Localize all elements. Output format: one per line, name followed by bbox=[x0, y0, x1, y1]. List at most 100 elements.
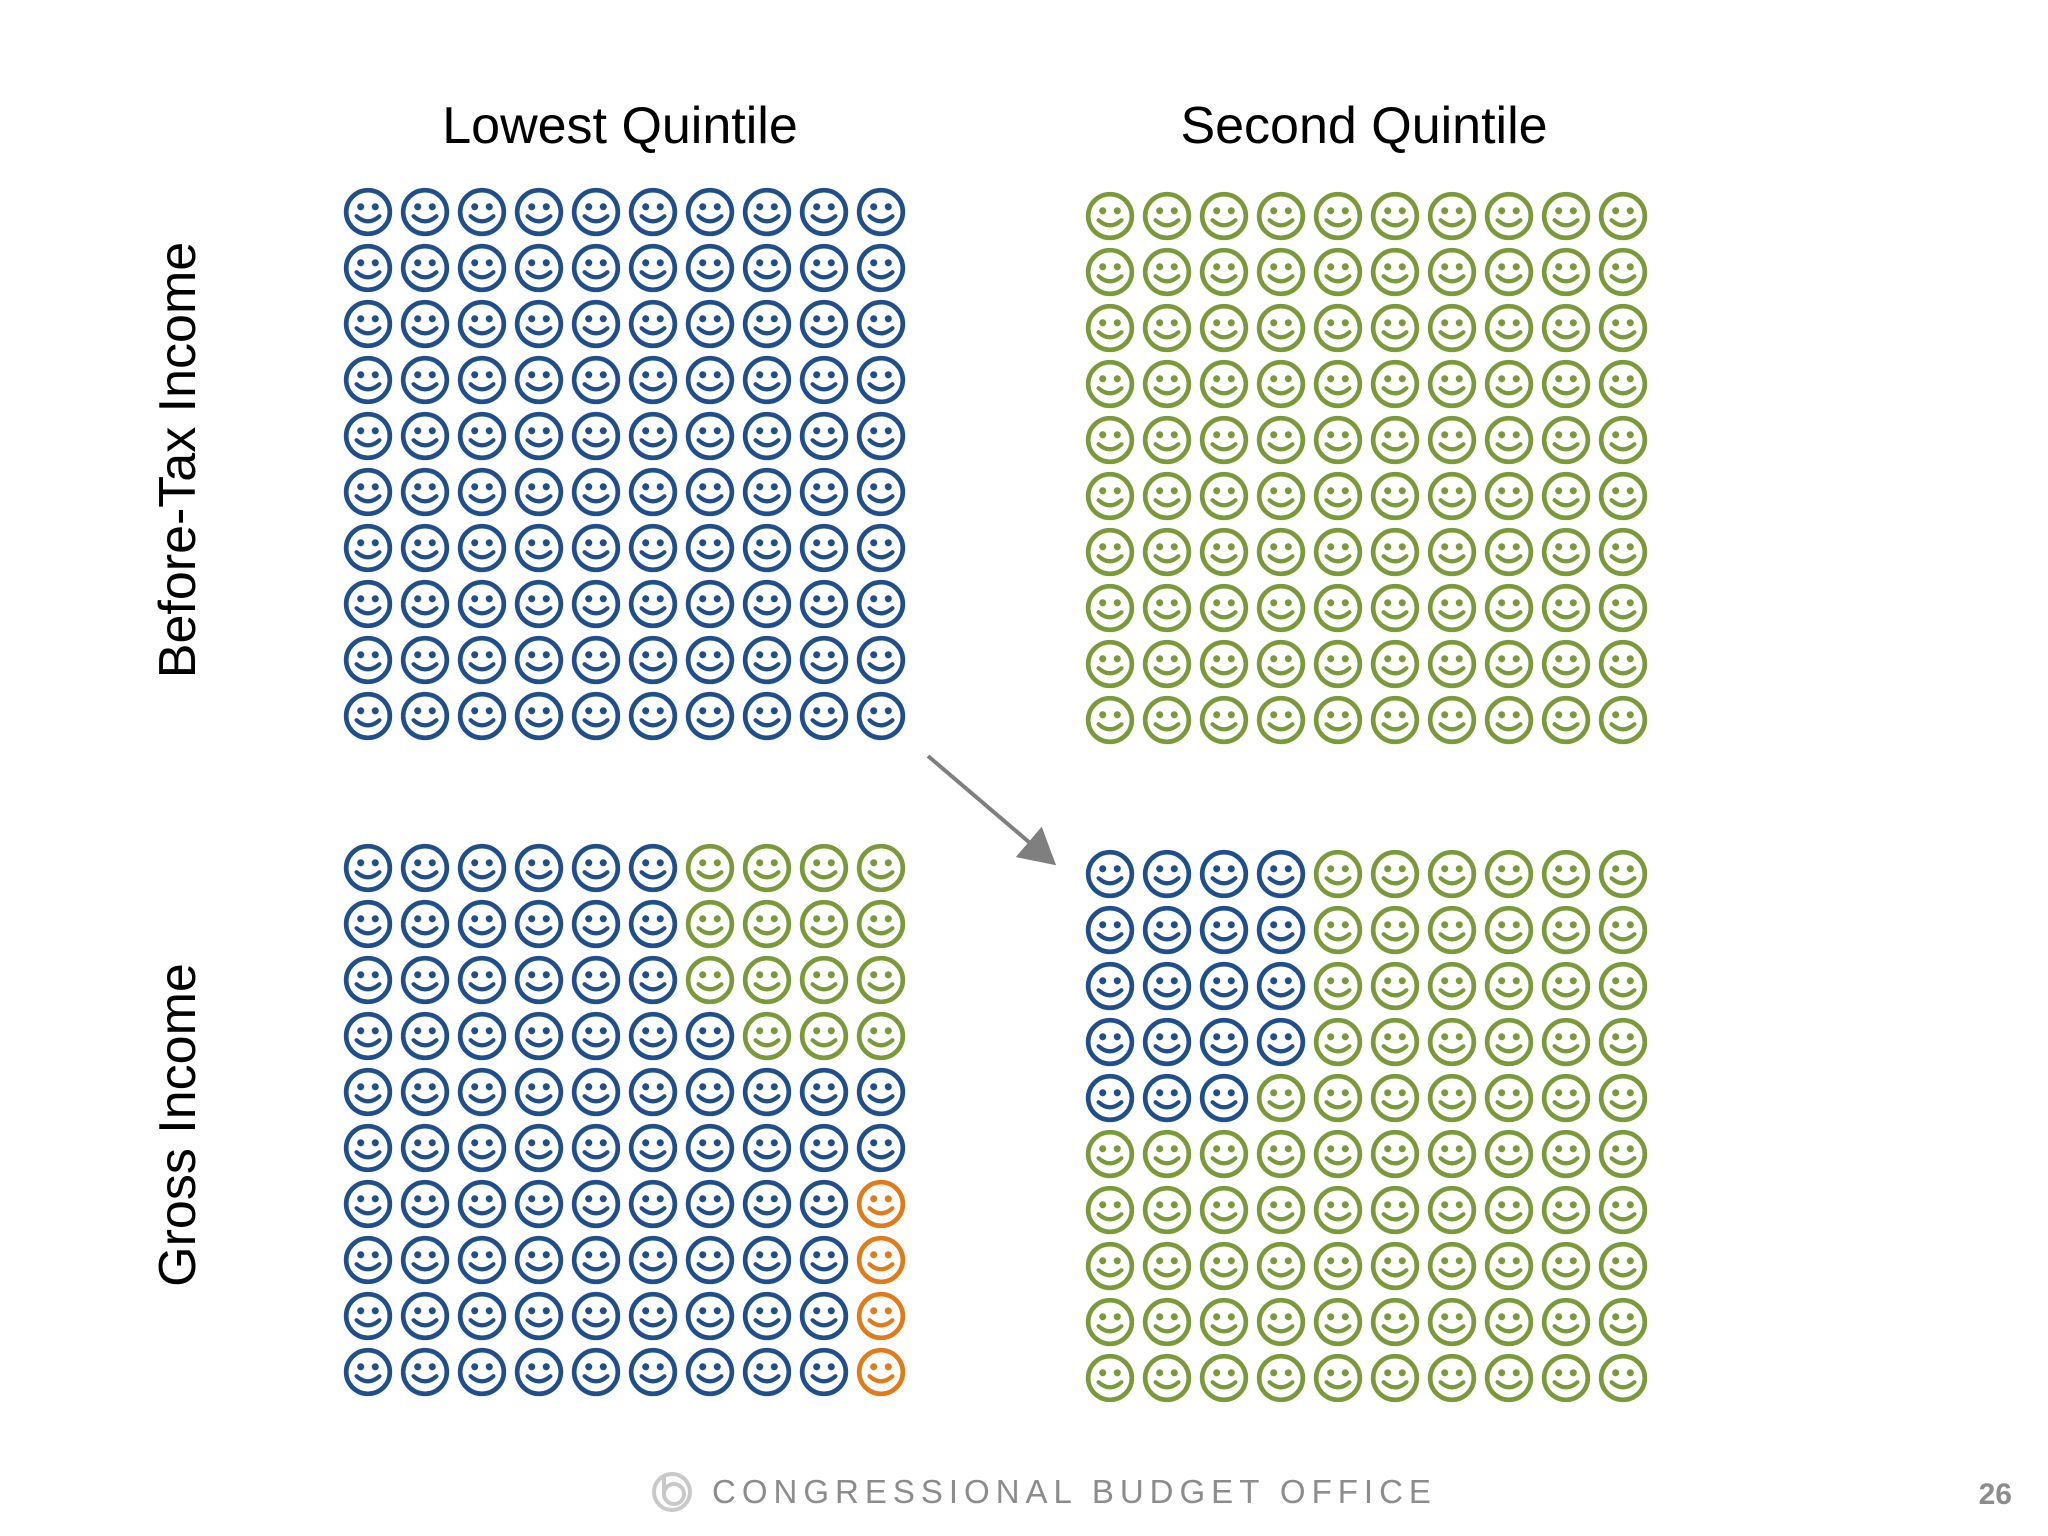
blue-smiley-icon bbox=[796, 1064, 852, 1120]
green-smiley-icon bbox=[1424, 1238, 1480, 1294]
blue-smiley-icon bbox=[739, 352, 795, 408]
blue-smiley-icon bbox=[625, 464, 681, 520]
blue-smiley-icon bbox=[1253, 902, 1309, 958]
green-smiley-icon bbox=[1595, 958, 1651, 1014]
blue-smiley-icon bbox=[796, 1120, 852, 1176]
green-smiley-icon bbox=[1481, 1294, 1537, 1350]
blue-smiley-icon bbox=[511, 296, 567, 352]
blue-smiley-icon bbox=[625, 520, 681, 576]
green-smiley-icon bbox=[1367, 524, 1423, 580]
face-grid-before-tax-second bbox=[1082, 188, 1652, 748]
green-smiley-icon bbox=[682, 840, 738, 896]
green-smiley-icon bbox=[1595, 902, 1651, 958]
green-smiley-icon bbox=[1367, 1294, 1423, 1350]
green-smiley-icon bbox=[1595, 1182, 1651, 1238]
blue-smiley-icon bbox=[454, 576, 510, 632]
blue-smiley-icon bbox=[625, 1176, 681, 1232]
green-smiley-icon bbox=[1139, 244, 1195, 300]
blue-smiley-icon bbox=[625, 632, 681, 688]
green-smiley-icon bbox=[1082, 1350, 1138, 1406]
green-smiley-icon bbox=[1082, 580, 1138, 636]
green-smiley-icon bbox=[1595, 468, 1651, 524]
green-smiley-icon bbox=[1481, 846, 1537, 902]
green-smiley-icon bbox=[1481, 692, 1537, 748]
blue-smiley-icon bbox=[511, 576, 567, 632]
blue-smiley-icon bbox=[397, 1344, 453, 1400]
footer: CONGRESSIONAL BUDGET OFFICE bbox=[650, 1470, 1437, 1514]
blue-smiley-icon bbox=[568, 952, 624, 1008]
green-smiley-icon bbox=[1082, 244, 1138, 300]
blue-smiley-icon bbox=[568, 240, 624, 296]
blue-smiley-icon bbox=[454, 1344, 510, 1400]
blue-smiley-icon bbox=[739, 408, 795, 464]
green-smiley-icon bbox=[1424, 1126, 1480, 1182]
column-title-second-quintile: Second Quintile bbox=[1180, 97, 1548, 155]
green-smiley-icon bbox=[1367, 580, 1423, 636]
green-smiley-icon bbox=[739, 952, 795, 1008]
blue-smiley-icon bbox=[682, 632, 738, 688]
blue-smiley-icon bbox=[1196, 902, 1252, 958]
green-smiley-icon bbox=[1538, 958, 1594, 1014]
green-smiley-icon bbox=[1196, 1126, 1252, 1182]
blue-smiley-icon bbox=[511, 952, 567, 1008]
green-smiley-icon bbox=[1595, 1350, 1651, 1406]
blue-smiley-icon bbox=[397, 240, 453, 296]
green-smiley-icon bbox=[1595, 1238, 1651, 1294]
green-smiley-icon bbox=[1481, 1014, 1537, 1070]
green-smiley-icon bbox=[1082, 692, 1138, 748]
blue-smiley-icon bbox=[568, 1232, 624, 1288]
blue-smiley-icon bbox=[568, 520, 624, 576]
blue-smiley-icon bbox=[568, 1176, 624, 1232]
green-smiley-icon bbox=[796, 1008, 852, 1064]
blue-smiley-icon bbox=[397, 520, 453, 576]
green-smiley-icon bbox=[1424, 1014, 1480, 1070]
blue-smiley-icon bbox=[1082, 958, 1138, 1014]
green-smiley-icon bbox=[1082, 1126, 1138, 1182]
green-smiley-icon bbox=[1595, 300, 1651, 356]
green-smiley-icon bbox=[1310, 1070, 1366, 1126]
blue-smiley-icon bbox=[853, 184, 909, 240]
blue-smiley-icon bbox=[796, 240, 852, 296]
blue-smiley-icon bbox=[397, 296, 453, 352]
green-smiley-icon bbox=[1139, 1126, 1195, 1182]
blue-smiley-icon bbox=[625, 896, 681, 952]
green-smiley-icon bbox=[1595, 636, 1651, 692]
green-smiley-icon bbox=[1595, 1294, 1651, 1350]
blue-smiley-icon bbox=[568, 1064, 624, 1120]
blue-smiley-icon bbox=[511, 464, 567, 520]
green-smiley-icon bbox=[1481, 1238, 1537, 1294]
green-smiley-icon bbox=[1196, 1238, 1252, 1294]
blue-smiley-icon bbox=[796, 1176, 852, 1232]
blue-smiley-icon bbox=[397, 352, 453, 408]
blue-smiley-icon bbox=[340, 896, 396, 952]
blue-smiley-icon bbox=[511, 240, 567, 296]
blue-smiley-icon bbox=[1139, 1014, 1195, 1070]
blue-smiley-icon bbox=[340, 352, 396, 408]
blue-smiley-icon bbox=[397, 1120, 453, 1176]
blue-smiley-icon bbox=[682, 1288, 738, 1344]
blue-smiley-icon bbox=[568, 1120, 624, 1176]
blue-smiley-icon bbox=[511, 352, 567, 408]
green-smiley-icon bbox=[1082, 524, 1138, 580]
blue-smiley-icon bbox=[397, 1232, 453, 1288]
blue-smiley-icon bbox=[1253, 958, 1309, 1014]
green-smiley-icon bbox=[796, 896, 852, 952]
blue-smiley-icon bbox=[1196, 958, 1252, 1014]
blue-smiley-icon bbox=[397, 688, 453, 744]
green-smiley-icon bbox=[1139, 1294, 1195, 1350]
green-smiley-icon bbox=[1424, 580, 1480, 636]
green-smiley-icon bbox=[1196, 580, 1252, 636]
blue-smiley-icon bbox=[454, 1288, 510, 1344]
green-smiley-icon bbox=[1310, 636, 1366, 692]
green-smiley-icon bbox=[1196, 524, 1252, 580]
green-smiley-icon bbox=[682, 896, 738, 952]
blue-smiley-icon bbox=[625, 688, 681, 744]
blue-smiley-icon bbox=[454, 1120, 510, 1176]
blue-smiley-icon bbox=[796, 520, 852, 576]
blue-smiley-icon bbox=[739, 1344, 795, 1400]
blue-smiley-icon bbox=[682, 1176, 738, 1232]
blue-smiley-icon bbox=[454, 296, 510, 352]
blue-smiley-icon bbox=[568, 352, 624, 408]
blue-smiley-icon bbox=[511, 184, 567, 240]
blue-smiley-icon bbox=[853, 1064, 909, 1120]
